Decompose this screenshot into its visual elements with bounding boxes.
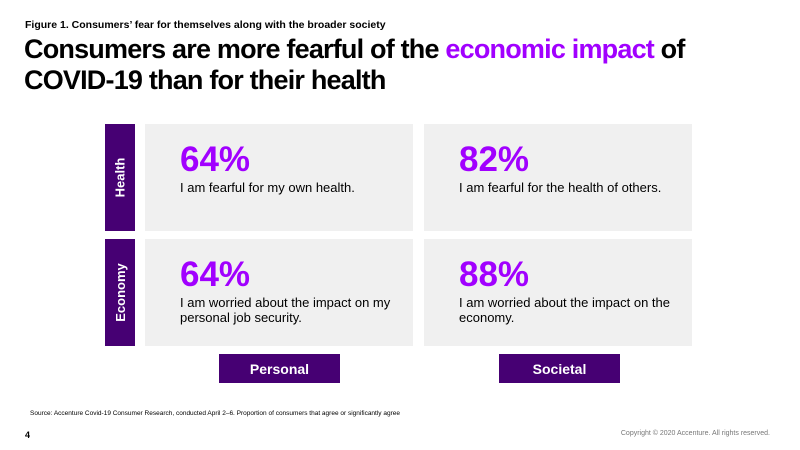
title-part-1: Consumers are more fearful of the [24, 34, 446, 64]
value-economy-societal: 88% [459, 255, 530, 294]
row-label-health-text: Health [112, 157, 128, 198]
cell-health-personal: 64% I am fearful for my own health. [145, 124, 413, 231]
source-note: Source: Accenture Covid-19 Consumer Rese… [30, 410, 400, 417]
text-economy-societal: I am worried about the impact on the eco… [459, 295, 671, 325]
figure-label: Figure 1. Consumers’ fear for themselves… [25, 19, 386, 31]
column-label-personal: Personal [219, 354, 340, 383]
value-economy-personal: 64% [180, 255, 251, 294]
cell-economy-personal: 64% I am worried about the impact on my … [145, 239, 413, 346]
cell-economy-societal: 88% I am worried about the impact on the… [424, 239, 692, 346]
row-label-economy: Economy [105, 239, 135, 346]
text-economy-personal: I am worried about the impact on my pers… [180, 295, 391, 325]
column-label-societal: Societal [499, 354, 620, 383]
cell-health-societal: 82% I am fearful for the health of other… [424, 124, 692, 231]
row-label-health: Health [105, 124, 135, 231]
value-health-societal: 82% [459, 140, 530, 179]
page-title: Consumers are more fearful of the econom… [24, 34, 724, 96]
title-accent: economic impact [445, 34, 654, 64]
text-health-societal: I am fearful for the health of others. [459, 180, 662, 195]
copyright-notice: Copyright © 2020 Accenture. All rights r… [620, 430, 770, 437]
row-label-economy-text: Economy [112, 263, 128, 322]
title-part-2: of COVID-19 than for their health [24, 34, 685, 95]
page-number: 4 [25, 430, 31, 440]
value-health-personal: 64% [180, 140, 251, 179]
text-health-personal: I am fearful for my own health. [180, 180, 355, 195]
